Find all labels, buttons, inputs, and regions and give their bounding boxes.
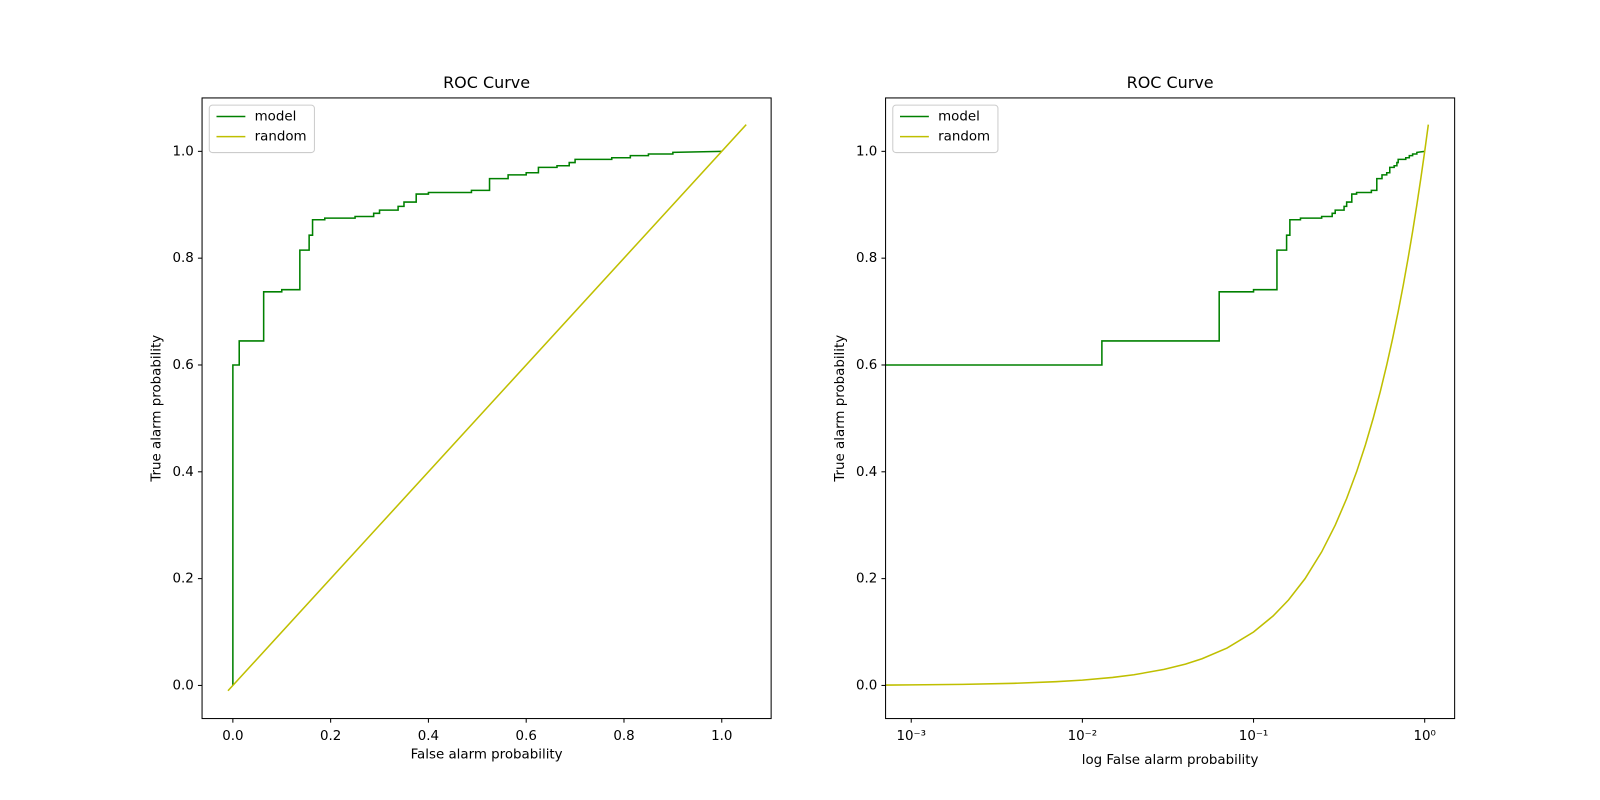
series-line [885, 124, 1430, 686]
legend-label: model [255, 109, 297, 124]
y-tick-label: 0.4 [856, 465, 877, 480]
x-axis-label: False alarm probability [411, 748, 563, 763]
y-tick-label: 0.0 [173, 678, 194, 693]
x-tick-label: 10⁻³ [896, 729, 925, 744]
x-tick-label: 10⁻¹ [1239, 729, 1268, 744]
x-tick-label: 0.4 [418, 729, 439, 744]
x-tick-label: 10⁻² [1068, 729, 1097, 744]
y-tick-label: 1.0 [856, 144, 877, 159]
chart-title: ROC Curve [443, 73, 530, 92]
legend-label: model [938, 109, 980, 124]
y-tick-label: 0.2 [173, 572, 194, 587]
axes-frame [201, 97, 772, 720]
x-tick-label: 0.6 [516, 729, 537, 744]
series-line [232, 150, 722, 686]
x-tick-label: 0.2 [320, 729, 341, 744]
y-tick-label: 0.8 [173, 251, 194, 266]
x-tick-label: 10⁰ [1413, 729, 1435, 744]
legend-label: random [938, 130, 990, 145]
axes-frame [885, 97, 1456, 720]
subplot: ROC Curve False alarm probability True ala… [150, 73, 772, 763]
y-axis-label: True alarm probability [833, 335, 848, 483]
chart-title: ROC Curve [1127, 73, 1214, 92]
y-tick-label: 0.0 [856, 678, 877, 693]
x-tick-label: 0.0 [222, 729, 243, 744]
x-tick-label: 1.0 [711, 729, 732, 744]
y-tick-label: 0.6 [173, 358, 194, 373]
y-axis-label: True alarm probability [150, 335, 165, 483]
x-axis-label: log False alarm probability [1082, 753, 1259, 768]
y-tick-label: 0.8 [856, 251, 877, 266]
series-line [885, 150, 1425, 366]
y-tick-label: 0.6 [856, 358, 877, 373]
subplot: ROC Curve log False alarm probability True… [833, 73, 1456, 768]
y-tick-label: 0.4 [173, 465, 194, 480]
x-tick-label: 0.8 [613, 729, 634, 744]
y-tick-label: 1.0 [173, 144, 194, 159]
y-tick-label: 0.2 [856, 572, 877, 587]
series-line [227, 124, 747, 692]
legend-label: random [255, 130, 307, 145]
